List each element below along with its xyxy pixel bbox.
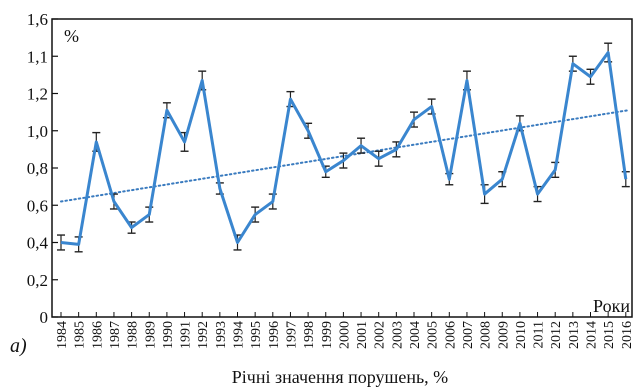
panel-label: a): [10, 335, 27, 357]
x-tick-label: 2004: [408, 321, 423, 349]
x-tick-label: 2008: [479, 321, 494, 349]
caption: Річні значення порушень, %: [232, 367, 448, 387]
x-tick-label: 1988: [126, 321, 141, 349]
x-tick-label: 1991: [179, 321, 194, 349]
x-tick-label: 1997: [284, 321, 299, 349]
x-tick-label: 2007: [461, 321, 476, 349]
x-tick-label: 2010: [514, 321, 529, 349]
x-tick-label: 1995: [249, 321, 264, 349]
x-tick-label: 1987: [108, 321, 123, 349]
y-axis-label: %: [64, 26, 79, 46]
x-axis: 1984 1985 1986 1987 1988 1989 1990 1991 1992 1993…: [55, 312, 635, 349]
x-tick-label: 1993: [214, 321, 229, 349]
x-tick-label: 2002: [373, 321, 388, 349]
y-tick-label: 1,1: [27, 47, 48, 66]
y-tick-label: 0,2: [27, 271, 48, 290]
y-tick-label: 1,6: [27, 10, 48, 29]
y-tick-label: 1,0: [27, 122, 48, 141]
y-tick-label: 0: [40, 308, 49, 327]
x-tick-label: 2015: [602, 321, 617, 349]
y-tick-label: 0,6: [27, 196, 48, 215]
y-tick-label: 0,4: [27, 234, 49, 253]
x-tick-label: 1998: [302, 321, 317, 349]
x-tick-label: 1999: [320, 321, 335, 349]
x-tick-label: 2003: [390, 321, 405, 349]
x-tick-label: 1996: [267, 321, 282, 349]
x-tick-label: 2000: [337, 321, 352, 349]
x-tick-label: 2001: [355, 321, 370, 349]
x-tick-label: 2005: [426, 321, 441, 349]
x-tick-label: 2012: [549, 321, 564, 349]
x-tick-label: 1984: [55, 321, 70, 349]
x-tick-label: 1994: [232, 321, 247, 349]
x-tick-label: 1990: [161, 321, 176, 349]
x-tick-label: 1989: [143, 321, 158, 349]
x-tick-label: 1986: [90, 321, 105, 349]
x-tick-label: 2013: [567, 321, 582, 349]
x-tick-label: 2006: [443, 321, 458, 349]
x-tick-label: 1985: [73, 321, 88, 349]
x-tick-label: 2011: [532, 321, 547, 348]
y-axis: 0 0,2 0,4 0,6 0,8 1,0 1,2 1,1 1,6: [27, 10, 58, 327]
x-tick-label: 2016: [620, 321, 635, 349]
y-tick-label: 1,2: [27, 85, 48, 104]
x-axis-corner-label: Роки: [593, 296, 630, 316]
x-tick-label: 2014: [585, 321, 600, 349]
y-tick-label: 0,8: [27, 159, 48, 178]
x-tick-label: 1992: [196, 321, 211, 349]
series-line: [60, 51, 628, 246]
x-tick-label: 2009: [496, 321, 511, 349]
